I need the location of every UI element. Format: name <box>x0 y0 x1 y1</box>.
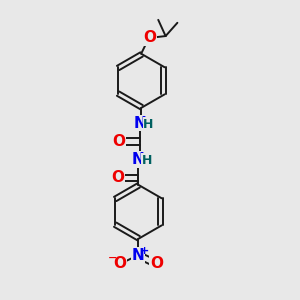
Text: −: − <box>108 253 118 263</box>
Text: O: O <box>113 256 127 271</box>
Text: N: N <box>132 248 145 262</box>
Text: H: H <box>143 118 154 130</box>
Text: +: + <box>140 246 149 256</box>
Text: N: N <box>132 152 145 167</box>
Text: N: N <box>133 116 146 131</box>
Text: H: H <box>142 154 152 167</box>
Text: O: O <box>111 170 124 185</box>
Text: O: O <box>150 256 163 271</box>
Text: O: O <box>112 134 126 149</box>
Text: O: O <box>143 30 156 45</box>
